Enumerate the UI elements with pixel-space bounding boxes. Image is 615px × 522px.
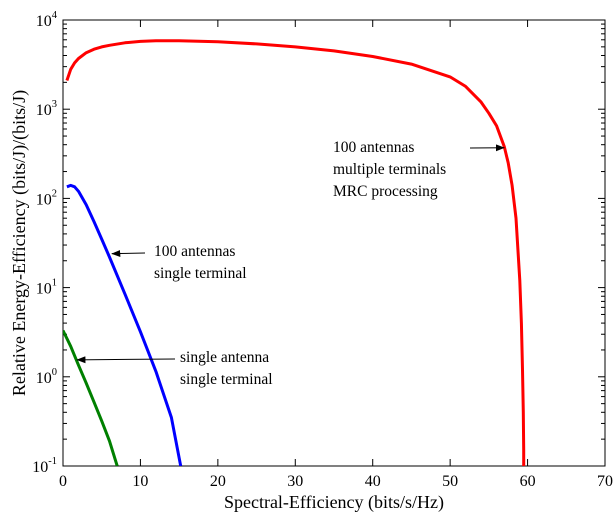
x-tick-label: 70 bbox=[597, 473, 613, 490]
x-tick-label: 0 bbox=[59, 473, 67, 490]
y-tick-label: 104 bbox=[36, 10, 58, 30]
x-tick-label: 10 bbox=[132, 473, 148, 490]
x-tick-label: 60 bbox=[520, 473, 536, 490]
y-tick-label: 101 bbox=[36, 278, 57, 298]
y-axis-label: Relative Energy-Efficiency (bits/J)/(bit… bbox=[9, 90, 30, 396]
x-tick-label: 40 bbox=[365, 473, 381, 490]
y-tick-label: 10-1 bbox=[32, 456, 57, 476]
annotation-arrow-2 bbox=[111, 250, 146, 258]
y-tick-label: 100 bbox=[36, 367, 57, 387]
series-line-2 bbox=[66, 183, 183, 466]
x-tick-label: 20 bbox=[210, 473, 226, 490]
y-tick-label: 103 bbox=[36, 99, 57, 119]
annotation-text-3: single antenna single terminal bbox=[180, 349, 273, 388]
annotation-text-2: 100 antennas single terminal bbox=[154, 243, 247, 282]
annotations-layer: 100 antennas multiple terminals MRC proces… bbox=[76, 139, 505, 388]
series-layer bbox=[63, 39, 526, 466]
series-line-1 bbox=[65, 39, 526, 466]
series-line-3 bbox=[63, 329, 119, 466]
x-tick-label: 50 bbox=[442, 473, 458, 490]
x-tick-label: 30 bbox=[287, 473, 303, 490]
x-axis-label: Spectral-Efficiency (bits/s/Hz) bbox=[224, 492, 444, 513]
annotation-arrow-3 bbox=[76, 356, 176, 364]
y-tick-label: 102 bbox=[36, 188, 57, 208]
annotation-text-1: 100 antennas multiple terminals MRC proces… bbox=[333, 139, 446, 200]
plot-frame bbox=[62, 19, 606, 467]
axis-ticks: 0 10 20 30 40 50 60 70 10-1 100 101 102 103 104 bbox=[32, 10, 613, 490]
